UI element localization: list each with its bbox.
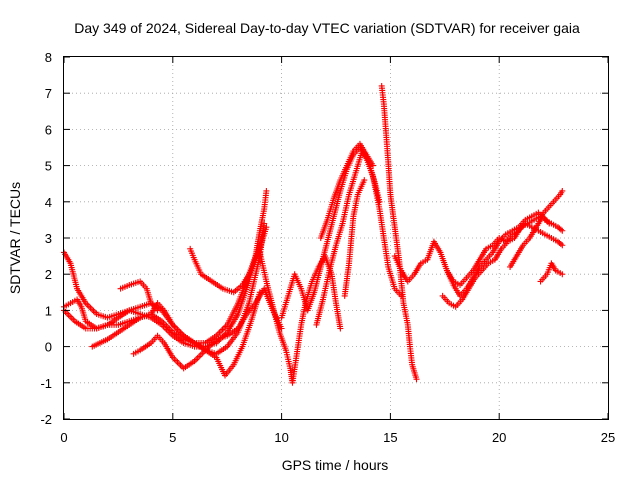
data-point: [361, 177, 368, 184]
x-tick-label: 10: [274, 430, 288, 445]
data-point: [261, 220, 268, 227]
data-point: [263, 187, 270, 194]
data-point: [559, 227, 566, 234]
y-axis-label: SDTVAR / TECUs: [7, 182, 23, 294]
axis-ticks: 0 5 10 15 20 25 -2 -1 0 1 2 3 4 5 6 7 8: [40, 50, 615, 445]
data-marks: [61, 82, 566, 386]
data-point: [559, 187, 566, 194]
y-tick-label: -1: [40, 376, 52, 391]
x-tick-label: 20: [492, 430, 506, 445]
data-point: [413, 376, 420, 383]
x-tick-label: 15: [383, 430, 397, 445]
series-track-6: [117, 278, 161, 314]
series-track-10: [317, 140, 376, 241]
data-point: [546, 220, 553, 227]
series-track-13: [378, 82, 420, 383]
x-tick-label: 25: [601, 430, 615, 445]
y-tick-label: 2: [45, 267, 52, 282]
y-tick-label: 0: [45, 340, 52, 355]
data-point: [337, 325, 344, 332]
series-track-11: [313, 148, 383, 328]
y-tick-label: 4: [45, 195, 52, 210]
plot-frame: [63, 56, 609, 420]
y-tick-label: 5: [45, 159, 52, 174]
data-point: [559, 271, 566, 278]
series-track-16: [443, 220, 566, 289]
data-point: [376, 198, 383, 205]
grid: [64, 57, 608, 419]
x-tick-label: 0: [60, 430, 67, 445]
data-point: [263, 224, 270, 231]
y-tick-label: -2: [40, 412, 52, 427]
y-tick-label: 3: [45, 231, 52, 246]
chart-title: Day 349 of 2024, Sidereal Day-to-day VTE…: [74, 20, 580, 36]
y-tick-label: 1: [45, 303, 52, 318]
x-axis-label: GPS time / hours: [282, 457, 389, 473]
y-tick-label: 7: [45, 86, 52, 101]
series-track-8: [256, 249, 344, 386]
x-tick-label: 5: [169, 430, 176, 445]
y-tick-label: 8: [45, 50, 52, 65]
series-track-5: [130, 285, 285, 372]
series-track-17: [507, 213, 553, 270]
series-track-2: [61, 220, 268, 357]
y-tick-label: 6: [45, 122, 52, 137]
data-point: [154, 307, 161, 314]
series-track-12: [341, 177, 368, 299]
series-track-7: [187, 224, 270, 296]
series-track-18: [537, 260, 566, 285]
data-point: [559, 242, 566, 249]
